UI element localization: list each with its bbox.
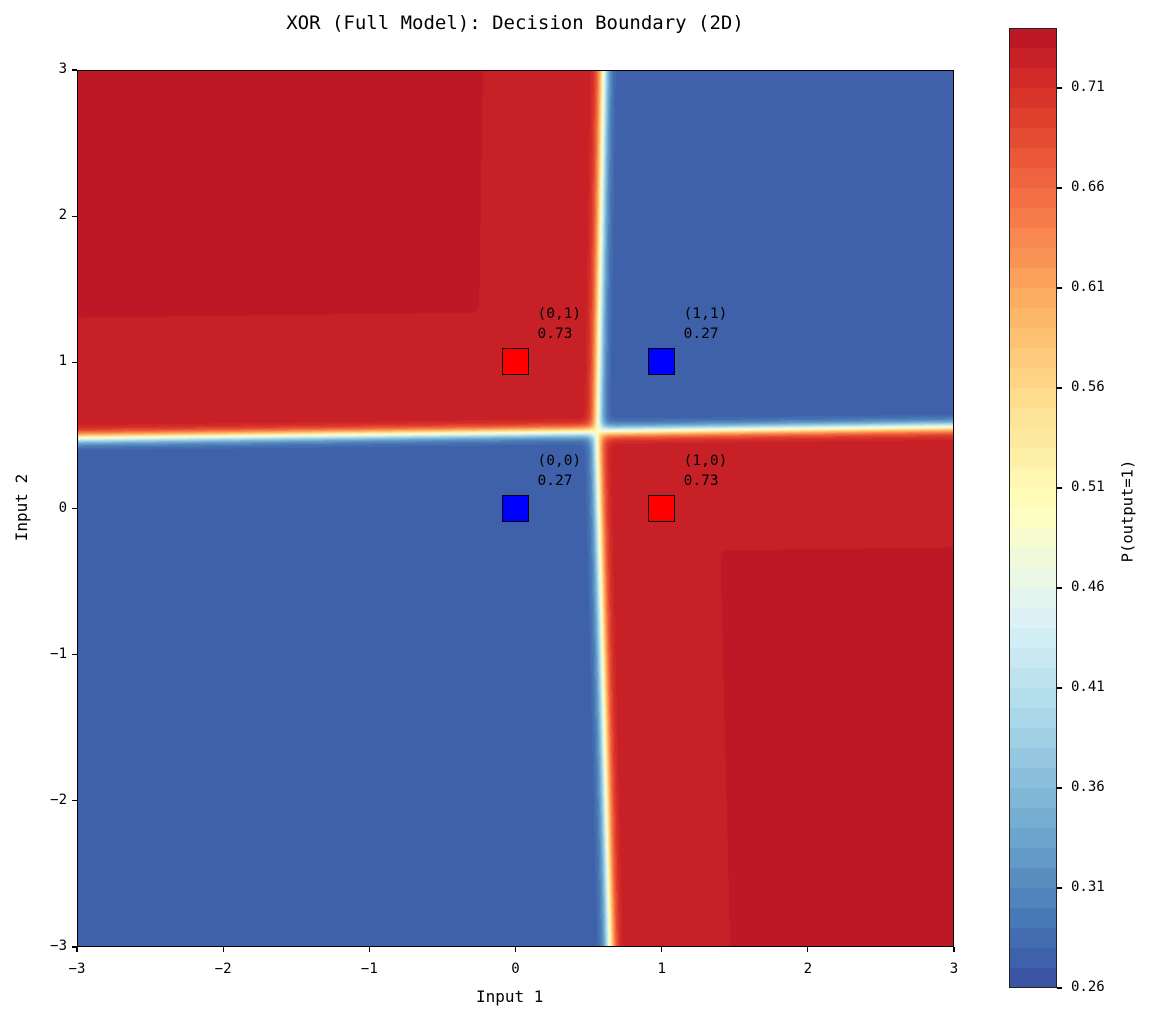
colorbar-tick-label: 0.66 (1071, 179, 1105, 195)
y-tick-mark (72, 507, 77, 510)
y-tick-label: −3 (50, 938, 67, 954)
data-point-annotation: (0,0) 0.27 (537, 452, 582, 489)
data-point-marker (501, 348, 529, 376)
colorbar-tick-label: 0.71 (1071, 79, 1105, 95)
y-axis-label: Input 2 (12, 473, 32, 542)
colorbar-label: P(output=1) (1118, 459, 1137, 563)
y-tick-mark (72, 215, 77, 217)
x-tick-mark (661, 947, 663, 952)
colorbar-tick-mark (1057, 587, 1062, 589)
x-tick-label: 3 (949, 961, 959, 977)
colorbar-tick-label: 0.46 (1071, 579, 1105, 595)
x-tick-mark (222, 947, 224, 952)
x-tick-mark (76, 947, 78, 952)
data-point-marker (647, 348, 675, 376)
y-tick-label: −2 (50, 791, 67, 808)
colorbar-tick-mark (1057, 487, 1062, 489)
y-tick-mark (72, 69, 77, 71)
x-axis-label: Input 1 (476, 987, 544, 1006)
x-tick-mark (368, 947, 370, 952)
x-tick-label: 0 (511, 961, 520, 977)
colorbar-tick-mark (1057, 387, 1062, 389)
x-tick-label: 1 (657, 961, 666, 977)
data-point-marker (647, 494, 675, 522)
data-point-annotation: (0,1) 0.73 (537, 306, 582, 343)
y-tick-mark (72, 654, 77, 656)
data-point-marker (501, 494, 529, 522)
x-tick-label: −1 (360, 961, 378, 977)
colorbar-tick-label: 0.41 (1071, 679, 1105, 695)
colorbar-tick-mark (1057, 787, 1062, 789)
y-tick-label: −1 (50, 645, 67, 662)
y-tick-mark (72, 946, 77, 948)
colorbar-tick-mark (1057, 687, 1062, 689)
x-tick-mark (807, 947, 809, 952)
colorbar-tick-mark (1057, 287, 1062, 289)
x-tick-mark (514, 947, 517, 952)
colorbar-tick-label: 0.56 (1071, 379, 1105, 395)
x-tick-label: −2 (214, 961, 232, 977)
colorbar-tick-mark (1057, 87, 1062, 89)
x-tick-mark (953, 947, 955, 952)
colorbar (1009, 28, 1057, 988)
data-point-annotation: (1,1) 0.27 (683, 306, 728, 343)
colorbar-tick-label: 0.26 (1071, 979, 1105, 995)
colorbar-tick-mark (1057, 987, 1062, 989)
y-tick-label: 0 (58, 499, 67, 516)
colorbar-tick-label: 0.61 (1071, 279, 1105, 295)
chart-title: XOR (Full Model): Decision Boundary (2D) (286, 12, 744, 34)
x-tick-label: −3 (68, 961, 86, 977)
y-tick-label: 2 (58, 207, 67, 224)
y-tick-label: 1 (58, 353, 67, 370)
y-tick-mark (72, 800, 77, 802)
colorbar-tick-label: 0.51 (1071, 479, 1105, 495)
x-tick-label: 2 (803, 961, 813, 977)
y-tick-mark (72, 361, 77, 363)
colorbar-tick-mark (1057, 187, 1062, 189)
colorbar-tick-mark (1057, 887, 1062, 889)
colorbar-tick-label: 0.31 (1071, 879, 1105, 895)
data-point-annotation: (1,0) 0.73 (683, 452, 728, 489)
y-tick-label: 3 (58, 61, 67, 77)
colorbar-tick-label: 0.36 (1071, 779, 1105, 795)
